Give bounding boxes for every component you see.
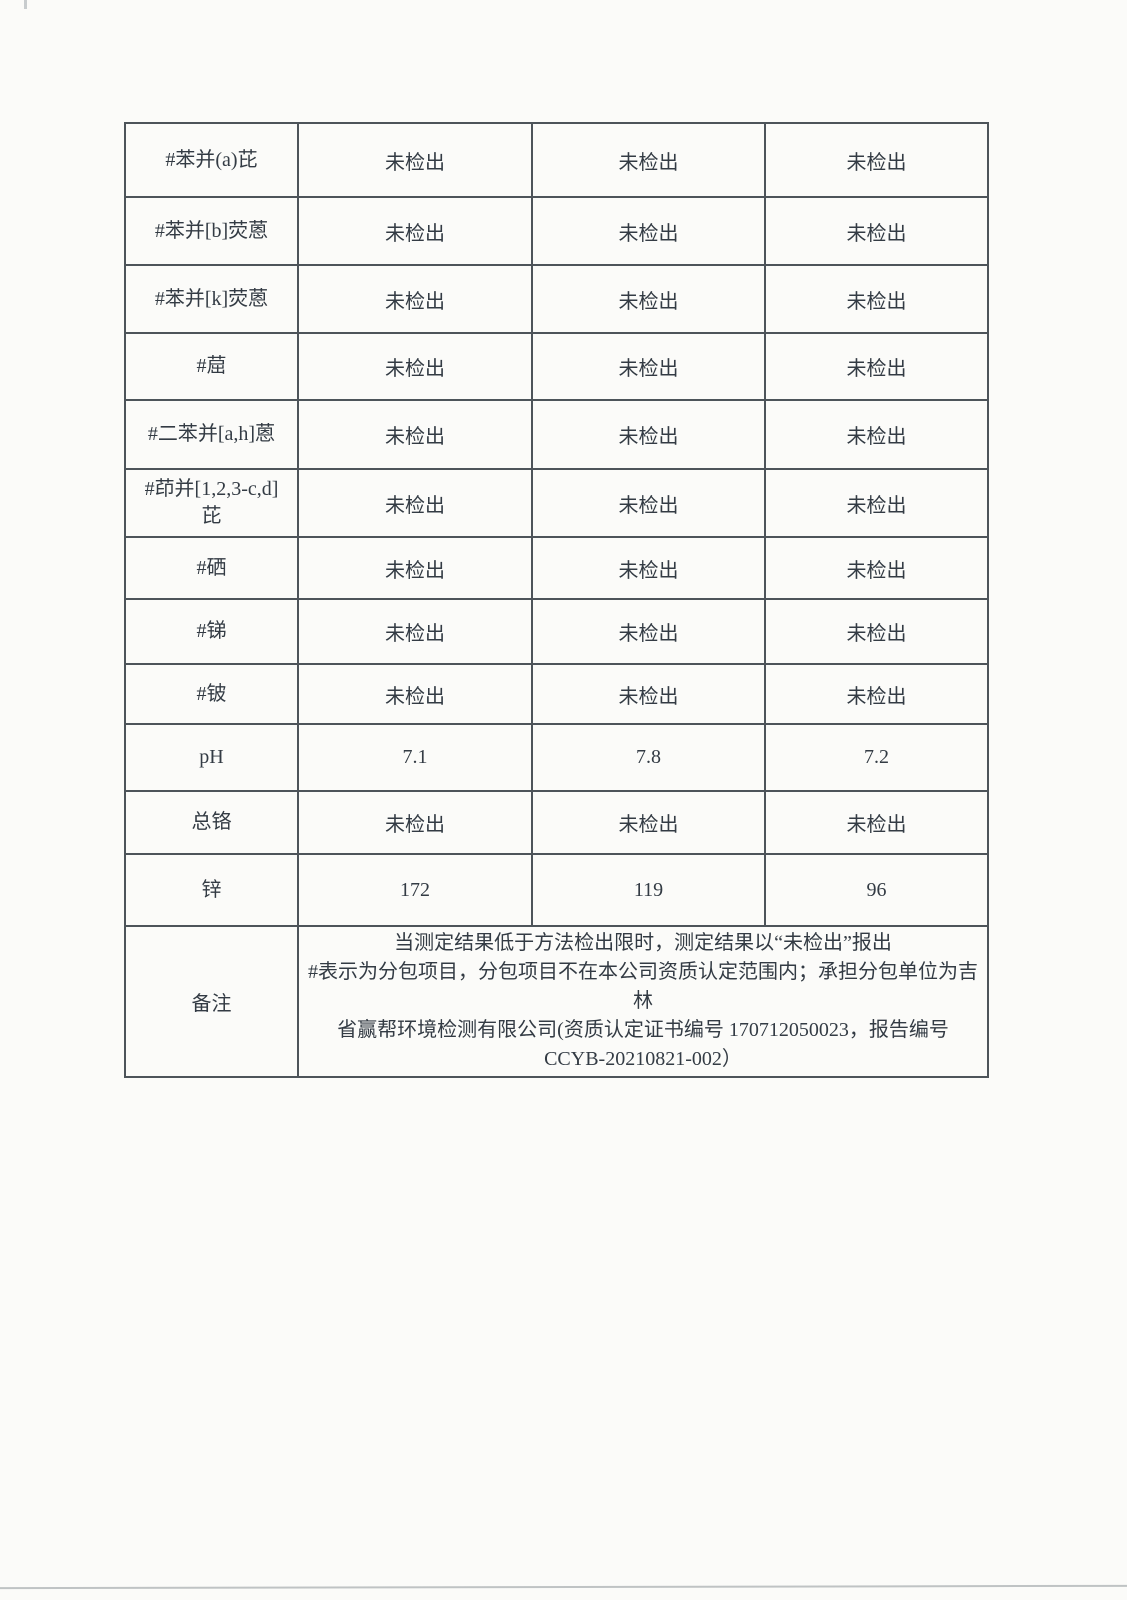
value-cell: 未检出: [531, 598, 766, 665]
value-cell: 未检出: [531, 264, 766, 334]
value-cell: 7.2: [764, 723, 989, 792]
table-row: #铍 未检出 未检出 未检出: [124, 663, 989, 725]
value-cell: 未检出: [764, 790, 989, 855]
value-cell: 未检出: [531, 536, 766, 600]
value-cell: 未检出: [297, 122, 533, 198]
value-cell: 未检出: [764, 399, 989, 470]
table-row: #䓛 未检出 未检出 未检出: [124, 332, 989, 401]
value-cell: 未检出: [764, 468, 989, 538]
remark-text-cell: 当测定结果低于方法检出限时，测定结果以“未检出”报出 #表示为分包项目，分包项目…: [297, 925, 989, 1078]
value-cell: 7.8: [531, 723, 766, 792]
parameter-name-cell: #苯并[b]荧蒽: [124, 196, 299, 266]
table-row: #硒 未检出 未检出 未检出: [124, 536, 989, 600]
table-row: #苯并[k]荧蒽 未检出 未检出 未检出: [124, 264, 989, 334]
value-cell: 未检出: [764, 598, 989, 665]
value-cell: 未检出: [764, 122, 989, 198]
value-cell: 未检出: [297, 196, 533, 266]
value-cell: 未检出: [764, 196, 989, 266]
parameter-name-cell: #茚并[1,2,3-c,d] 芘: [124, 468, 299, 538]
remark-row: 备注 当测定结果低于方法检出限时，测定结果以“未检出”报出 #表示为分包项目，分…: [124, 925, 989, 1078]
remark-line: CCYB-20210821-002）: [544, 1048, 742, 1070]
value-cell: 未检出: [764, 663, 989, 725]
remark-line: #表示为分包项目，分包项目不在本公司资质认定范围内；承担分包单位为吉林: [308, 961, 978, 1012]
value-cell: 未检出: [764, 332, 989, 401]
value-cell: 172: [297, 853, 533, 927]
parameter-name-cell: 锌: [124, 853, 299, 927]
value-cell: 未检出: [297, 332, 533, 401]
value-cell: 7.1: [297, 723, 533, 792]
value-cell: 未检出: [764, 264, 989, 334]
value-cell: 未检出: [297, 790, 533, 855]
table-row: #茚并[1,2,3-c,d] 芘 未检出 未检出 未检出: [124, 468, 989, 538]
remark-line: 省赢帮环境检测有限公司(资质认定证书编号 170712050023，报告编号: [337, 1019, 949, 1041]
parameter-name-cell: #二苯并[a,h]蒽: [124, 399, 299, 470]
table-row: #锑 未检出 未检出 未检出: [124, 598, 989, 665]
table-row: #二苯并[a,h]蒽 未检出 未检出 未检出: [124, 399, 989, 470]
parameter-name-cell: #锑: [124, 598, 299, 665]
table-row: pH 7.1 7.8 7.2: [124, 723, 989, 792]
value-cell: 未检出: [297, 468, 533, 538]
value-cell: 未检出: [531, 468, 766, 538]
value-cell: 未检出: [764, 536, 989, 600]
table-row: #苯并(a)芘 未检出 未检出 未检出: [124, 122, 989, 198]
parameter-name-cell: #铍: [124, 663, 299, 725]
table-row: #苯并[b]荧蒽 未检出 未检出 未检出: [124, 196, 989, 266]
value-cell: 未检出: [531, 399, 766, 470]
value-cell: 未检出: [297, 663, 533, 725]
parameter-name-cell: #䓛: [124, 332, 299, 401]
parameter-name-cell: #硒: [124, 536, 299, 600]
results-table: #苯并(a)芘 未检出 未检出 未检出 #苯并[b]荧蒽 未检出 未检出 未检出…: [124, 122, 989, 1078]
value-cell: 96: [764, 853, 989, 927]
value-cell: 未检出: [531, 122, 766, 198]
parameter-name-cell: pH: [124, 723, 299, 792]
parameter-name-cell: #苯并[k]荧蒽: [124, 264, 299, 334]
parameter-name-cell: #苯并(a)芘: [124, 122, 299, 198]
value-cell: 未检出: [531, 663, 766, 725]
parameter-name-cell: 总铬: [124, 790, 299, 855]
remark-line: 当测定结果低于方法检出限时，测定结果以“未检出”报出: [394, 932, 892, 954]
table-row: 总铬 未检出 未检出 未检出: [124, 790, 989, 855]
remark-label-cell: 备注: [124, 925, 299, 1078]
value-cell: 未检出: [531, 196, 766, 266]
scan-artifact-line: [0, 1584, 1127, 1590]
scan-artifact-corner-mark: [24, 0, 27, 9]
value-cell: 未检出: [297, 399, 533, 470]
value-cell: 未检出: [297, 598, 533, 665]
table-row: 锌 172 119 96: [124, 853, 989, 927]
value-cell: 未检出: [531, 332, 766, 401]
value-cell: 未检出: [297, 264, 533, 334]
value-cell: 未检出: [531, 790, 766, 855]
value-cell: 119: [531, 853, 766, 927]
value-cell: 未检出: [297, 536, 533, 600]
